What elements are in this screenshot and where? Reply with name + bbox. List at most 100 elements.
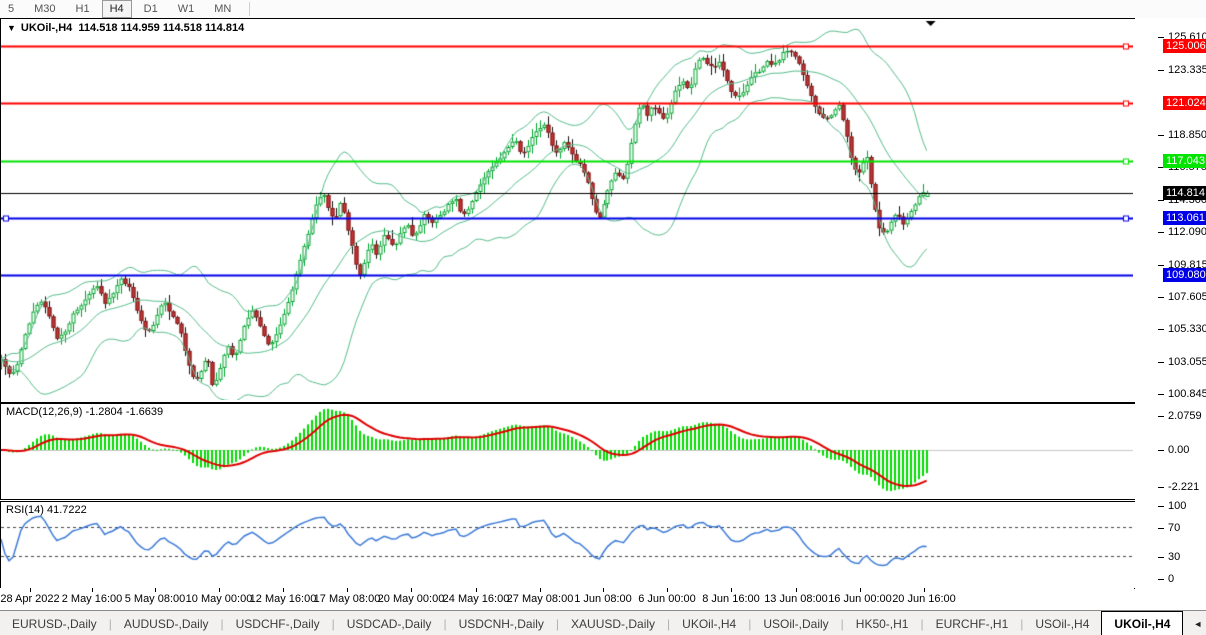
tab-separator: | — [748, 616, 752, 631]
timeframe-button-h1[interactable]: H1 — [75, 3, 90, 15]
axis-tick-mark — [1158, 486, 1164, 488]
time-tick-mark — [30, 588, 31, 592]
time-tick-mark — [731, 588, 732, 592]
bottom-tab-ukoil-h4[interactable]: UKOil-,H4 — [1101, 611, 1184, 635]
tab-scroll-left-icon[interactable]: ◄ — [1193, 618, 1203, 629]
axis-tick-mark — [1158, 264, 1164, 266]
macd-tick-label: -2.221 — [1168, 480, 1200, 493]
time-axis: 28 Apr 2022 2 May 16:00 5 May 08:00 10 May … — [0, 588, 1134, 610]
bottom-tab-eurchf-h1[interactable]: EURCHF-,H1 — [935, 616, 1009, 631]
rsi-pane: RSI(14) 41.7222 — [0, 501, 1136, 589]
bottom-tab-xauusd-daily[interactable]: XAUUSD-,Daily — [571, 616, 656, 631]
timeframe-button-m30[interactable]: M30 — [34, 3, 56, 15]
time-tick-label: 27 May 08:00 — [506, 593, 574, 605]
macd-tick-label: 2.0759 — [1168, 409, 1202, 422]
axis-tick-mark — [1158, 200, 1164, 202]
bottom-tab-hk50-h1[interactable]: HK50-,H1 — [855, 616, 909, 631]
time-tick-mark — [540, 588, 541, 592]
bottom-tab-audusd-daily[interactable]: AUDUSD-,Daily — [123, 616, 209, 631]
chart-title-collapse-icon[interactable]: ▼ — [7, 23, 16, 33]
macd-tick-label: 0.00 — [1168, 444, 1190, 456]
price-tick-label: 123.335 — [1168, 64, 1206, 76]
axis-tick-mark — [1158, 557, 1164, 558]
bottom-tab-usdcnh-daily[interactable]: USDCNH-,Daily — [458, 616, 544, 631]
price-level-label-114.814: 114.814 — [1163, 185, 1206, 200]
price-tick-label: 107.605 — [1168, 290, 1206, 303]
time-tick-label: 8 Jun 16:00 — [702, 593, 760, 605]
axis-tick-mark — [1158, 37, 1164, 39]
timeframe-button-5[interactable]: 5 — [8, 3, 15, 15]
time-tick-label: 28 Apr 2022 — [0, 593, 60, 605]
tab-separator: | — [331, 616, 335, 631]
bottom-tab-usoil-daily[interactable]: USOil-,Daily — [763, 616, 829, 631]
time-tick-label: 24 May 16:00 — [442, 593, 510, 605]
bottom-tab-ukoil-h4[interactable]: UKOil-,H4 — [682, 616, 737, 631]
price-tick-label: 105.330 — [1168, 323, 1206, 336]
bottom-tab-usoil-h4[interactable]: USOil-,H4 — [1035, 616, 1090, 631]
time-tick-label: 2 May 16:00 — [61, 593, 123, 605]
timeframe-button-w1[interactable]: W1 — [177, 3, 195, 15]
axis-tick-mark — [1158, 415, 1164, 417]
axis-tick-mark — [1158, 70, 1164, 71]
tab-separator: | — [555, 616, 560, 631]
bottom-tab-eurusd-daily[interactable]: EURUSD-,Daily — [12, 616, 97, 631]
macd-label: MACD(12,26,9) -1.2804 -1.6639 — [6, 406, 164, 418]
chart-region: ▼ UKOil-,H4 114.518 114.959 114.518 114.8… — [0, 18, 1206, 610]
time-tick-label: 12 May 16:00 — [249, 593, 317, 605]
tab-scroll-buttons: ◄ ► — [1183, 611, 1206, 635]
time-tick-label: 10 May 00:00 — [185, 593, 253, 605]
time-tick-mark — [860, 588, 861, 592]
price-level-label-117.043: 117.043 — [1163, 153, 1206, 168]
time-tick-label: 20 May 00:00 — [377, 593, 445, 605]
price-tick-label: 118.850 — [1168, 128, 1206, 141]
price-tick-label: 100.845 — [1168, 387, 1206, 400]
time-tick-mark — [924, 588, 925, 592]
rsi-tick-label: 30 — [1168, 551, 1181, 563]
time-tick-mark — [667, 588, 668, 592]
axis-tick-mark — [1158, 578, 1164, 580]
time-tick-mark — [283, 588, 284, 592]
timeframe-toolbar: 5 M30 H1 H4 D1 W1 MN — [0, 0, 1206, 19]
price-tick-label: 103.055 — [1168, 356, 1206, 369]
timeframe-button-d1[interactable]: D1 — [143, 3, 158, 15]
time-tick-label: 6 Jun 00:00 — [638, 593, 696, 605]
time-tick-mark — [476, 588, 477, 592]
axis-tick-mark — [1158, 362, 1164, 364]
bottom-tab-usdchf-daily[interactable]: USDCHF-,Daily — [235, 616, 320, 631]
price-level-label-113.061: 113.061 — [1163, 210, 1206, 225]
price-tick-label: 109.815 — [1168, 258, 1206, 271]
tabs-holder: EURUSD-,Daily | AUDUSD-,Daily | USDCHF-,Dail… — [0, 611, 1184, 635]
time-tick-label: 1 Jun 08:00 — [574, 593, 632, 605]
chart-title: ▼ UKOil-,H4 114.518 114.959 114.518 114.8… — [7, 22, 244, 34]
toolbar-separator — [249, 2, 251, 16]
macd-pane: MACD(12,26,9) -1.2804 -1.6639 — [0, 403, 1136, 500]
price-level-label-121.024: 121.024 — [1163, 96, 1206, 111]
time-tick-mark — [411, 588, 412, 592]
rsi-canvas[interactable] — [1, 502, 1133, 586]
bottom-tab-usdcad-daily[interactable]: USDCAD-,Daily — [346, 616, 432, 631]
timeframe-button-h4[interactable]: H4 — [101, 0, 132, 18]
price-chart-canvas[interactable] — [1, 19, 1133, 400]
time-tick-label: 20 Jun 16:00 — [892, 593, 956, 605]
time-tick-mark — [603, 588, 604, 592]
price-tick-label: 112.090 — [1168, 225, 1206, 238]
rsi-tick-label: 70 — [1168, 522, 1181, 534]
time-tick-mark — [796, 588, 797, 592]
tab-separator: | — [840, 616, 844, 631]
axis-tick-mark — [1158, 450, 1164, 451]
price-level-label-125.006: 125.006 — [1163, 38, 1206, 53]
price-chart-pane: ▼ UKOil-,H4 114.518 114.959 114.518 114.8… — [0, 18, 1136, 403]
axis-tick-mark — [1158, 393, 1164, 395]
macd-canvas[interactable] — [1, 404, 1133, 497]
axis-tick-mark — [1158, 167, 1164, 169]
time-tick-label: 13 Jun 08:00 — [764, 593, 828, 605]
tab-separator: | — [220, 616, 224, 631]
tab-separator: | — [443, 616, 447, 631]
timeframe-button-mn[interactable]: MN — [214, 3, 232, 15]
axis-tick-mark — [1158, 506, 1164, 508]
tab-separator: | — [108, 616, 112, 631]
price-level-label-109.080: 109.080 — [1163, 268, 1206, 283]
axis-tick-mark — [1158, 296, 1164, 298]
rsi-tick-label: 100 — [1168, 500, 1187, 513]
